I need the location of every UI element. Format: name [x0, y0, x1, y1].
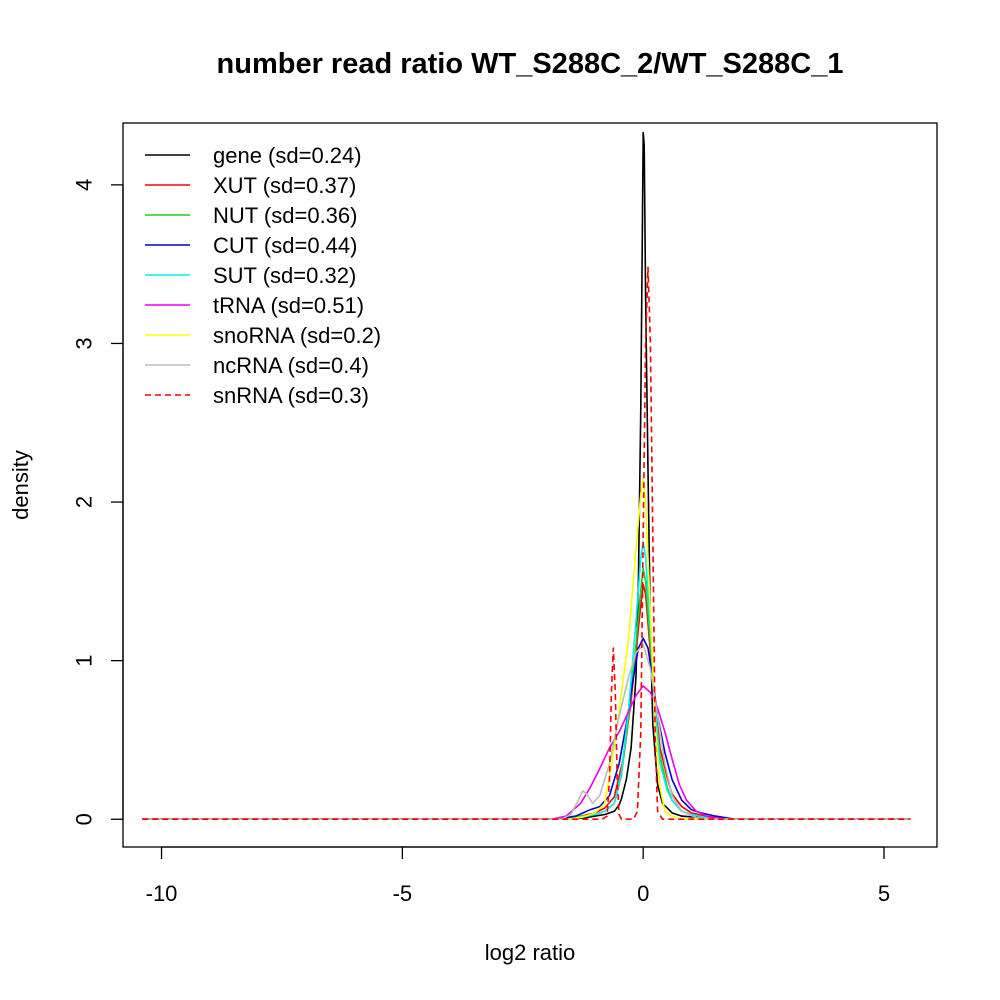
legend: gene (sd=0.24) XUT (sd=0.37) NUT (sd=0.36)… — [145, 143, 381, 408]
legend-label-trna: tRNA (sd=0.51) — [213, 293, 364, 318]
y-tick-label: 0 — [72, 813, 97, 825]
x-tick-label: -10 — [146, 881, 178, 906]
legend-label-sut: SUT (sd=0.32) — [213, 263, 356, 288]
legend-label-xut: XUT (sd=0.37) — [213, 173, 356, 198]
x-axis: -10 -5 0 5 — [146, 846, 890, 906]
chart-title: number read ratio WT_S288C_2/WT_S288C_1 — [217, 48, 844, 80]
series-xut-line — [142, 583, 911, 820]
y-tick-label: 1 — [72, 655, 97, 667]
series-nut-line — [142, 567, 911, 820]
legend-label-snorna: snoRNA (sd=0.2) — [213, 323, 381, 348]
series-snorna-line — [142, 477, 911, 820]
legend-label-nut: NUT (sd=0.36) — [213, 203, 357, 228]
legend-label-cut: CUT (sd=0.44) — [213, 233, 357, 258]
y-axis: 0 1 2 3 4 — [72, 179, 124, 825]
plot-frame — [122, 122, 938, 848]
y-tick-label: 3 — [72, 337, 97, 349]
series-ncrna-line — [142, 644, 911, 820]
series-sut-line — [142, 540, 911, 820]
legend-label-ncrna: ncRNA (sd=0.4) — [213, 353, 369, 378]
series-trna-line — [142, 685, 911, 820]
legend-label-gene: gene (sd=0.24) — [213, 143, 362, 168]
y-tick-label: 4 — [72, 179, 97, 191]
x-tick-label: -5 — [393, 881, 413, 906]
series-layer — [142, 131, 911, 820]
y-axis-label: density — [8, 450, 33, 520]
series-cut-line — [142, 637, 911, 820]
x-tick-label: 0 — [637, 881, 649, 906]
x-axis-label: log2 ratio — [485, 940, 576, 965]
series-snrna-line — [142, 266, 911, 820]
y-tick-label: 2 — [72, 496, 97, 508]
legend-label-snrna: snRNA (sd=0.3) — [213, 383, 369, 408]
x-tick-label: 5 — [878, 881, 890, 906]
series-gene-line — [142, 131, 911, 820]
